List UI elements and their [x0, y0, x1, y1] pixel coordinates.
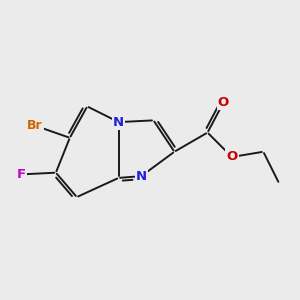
- Text: Br: Br: [27, 119, 43, 132]
- Text: N: N: [113, 116, 124, 129]
- Text: N: N: [136, 169, 147, 183]
- Text: F: F: [16, 168, 26, 181]
- Text: O: O: [226, 151, 238, 164]
- Text: O: O: [218, 96, 229, 110]
